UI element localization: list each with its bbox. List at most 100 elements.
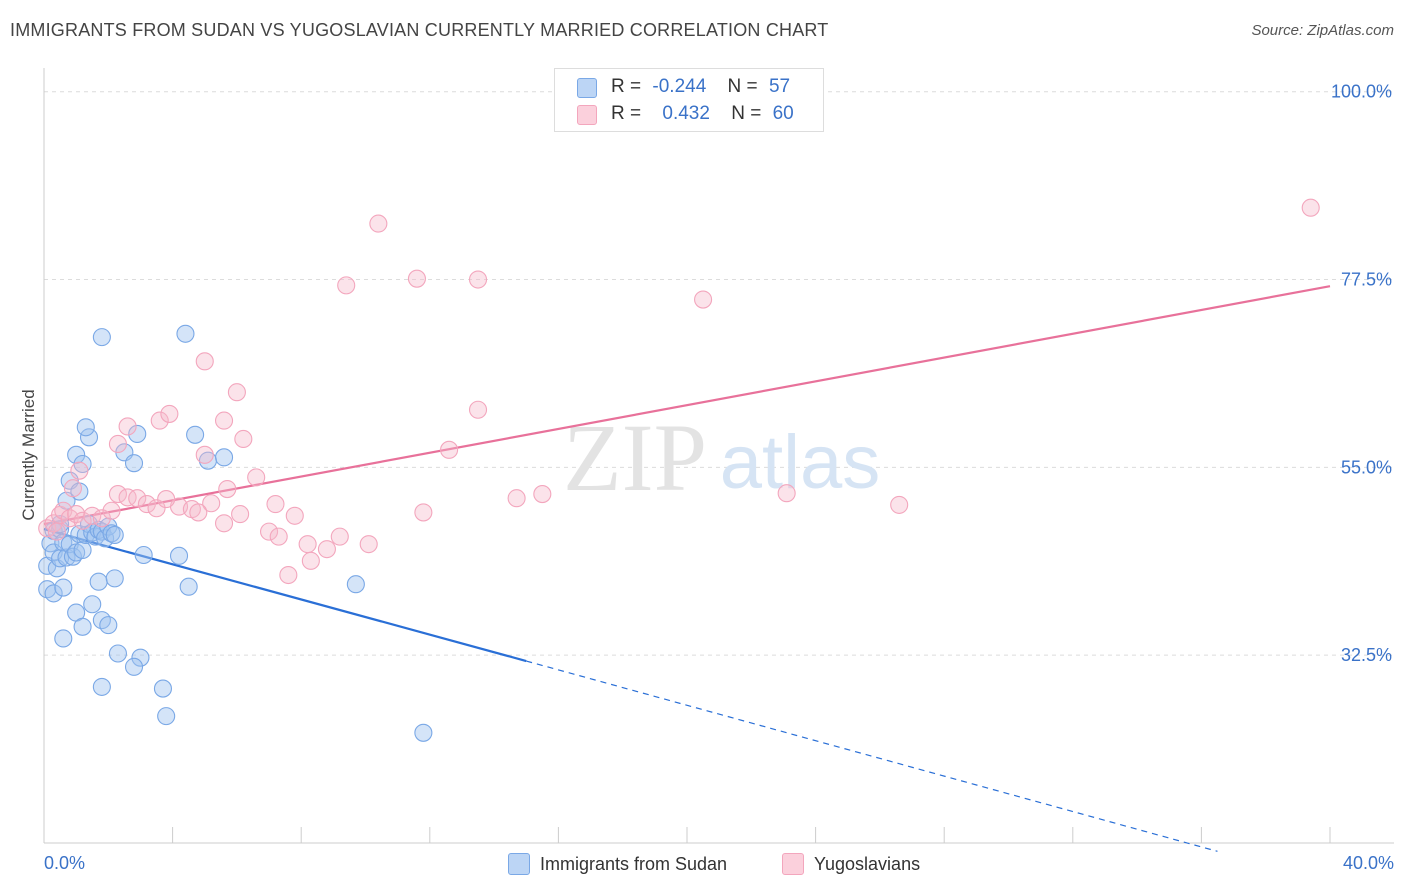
data-point-yugoslavian xyxy=(337,276,356,295)
data-point-yugoslavian xyxy=(70,461,89,480)
data-point-yugoslavian xyxy=(369,214,388,233)
data-point-yugoslavian xyxy=(214,514,234,533)
trend-line-0 xyxy=(43,528,527,663)
data-point-sudan xyxy=(134,545,153,565)
y-tick-label: 77.5% xyxy=(1341,270,1392,290)
data-point-yugoslavian xyxy=(218,480,237,499)
trend-line-extension-0 xyxy=(526,660,1218,852)
data-point-sudan xyxy=(99,616,118,635)
data-point-sudan xyxy=(54,533,73,552)
data-point-sudan xyxy=(92,677,111,696)
r-label: R = xyxy=(611,76,642,97)
correlation-legend: R = -0.244 N = 57 R = 0.432 N = 60 xyxy=(554,68,824,132)
data-point-sudan xyxy=(108,644,127,663)
y-axis-title: Currently Married xyxy=(19,389,38,520)
data-point-yugoslavian xyxy=(407,269,426,288)
data-point-sudan xyxy=(83,595,102,614)
data-point-yugoslavian xyxy=(330,527,349,546)
x-tick-label-min: 0.0% xyxy=(44,853,85,873)
data-point-yugoslavian xyxy=(195,352,214,371)
data-point-yugoslavian xyxy=(137,495,156,514)
data-point-sudan xyxy=(214,448,234,467)
series-legend: Immigrants from Sudan Yugoslavians xyxy=(0,852,1406,876)
watermark-atlas: atlas xyxy=(720,420,881,505)
data-point-yugoslavian xyxy=(266,495,285,514)
r-value-sudan: -0.244 xyxy=(652,76,707,97)
data-point-yugoslavian xyxy=(128,489,147,508)
data-point-sudan xyxy=(79,428,99,447)
data-point-yugoslavian xyxy=(234,429,253,449)
data-point-yugoslavian xyxy=(202,494,221,513)
data-point-yugoslavian xyxy=(259,522,279,541)
data-point-sudan xyxy=(73,617,92,636)
data-point-sudan xyxy=(105,525,124,545)
data-point-yugoslavian xyxy=(227,383,246,402)
legend-swatch-yugoslavians xyxy=(577,105,597,125)
r-value-yugoslavians: 0.432 xyxy=(662,103,710,124)
data-point-sudan xyxy=(414,723,433,742)
legend-swatch-sudan xyxy=(577,78,597,98)
y-tick-label: 32.5% xyxy=(1341,645,1392,665)
data-point-yugoslavian xyxy=(118,488,137,507)
data-point-yugoslavian xyxy=(147,499,166,518)
data-point-yugoslavian xyxy=(279,565,298,585)
data-point-yugoslavian xyxy=(67,505,86,524)
data-point-yugoslavian xyxy=(507,489,526,508)
data-point-yugoslavian xyxy=(298,535,317,554)
data-point-yugoslavian xyxy=(108,485,127,504)
data-point-yugoslavian xyxy=(533,485,552,504)
n-value-yugoslavians: 60 xyxy=(772,103,794,124)
data-point-sudan xyxy=(89,572,108,591)
data-point-yugoslavian xyxy=(214,411,234,430)
data-point-yugoslavian xyxy=(468,270,488,289)
data-point-sudan xyxy=(57,548,76,567)
data-point-sudan xyxy=(186,425,205,444)
y-tick-labels: 100.0% 77.5% 55.0% 32.5% xyxy=(1331,82,1392,665)
data-point-yugoslavian xyxy=(440,440,459,459)
data-point-yugoslavian xyxy=(47,522,66,541)
data-point-sudan xyxy=(124,454,144,473)
data-point-sudan xyxy=(54,578,73,597)
trend-line-1 xyxy=(43,285,1331,526)
y-tick-label: 55.0% xyxy=(1341,457,1392,477)
n-value-sudan: 57 xyxy=(768,76,791,97)
legend-swatch-yugoslavians xyxy=(782,853,804,875)
data-point-sudan xyxy=(105,569,124,588)
data-point-sudan xyxy=(92,328,111,347)
data-point-yugoslavian xyxy=(92,509,111,528)
data-point-sudan xyxy=(153,679,173,698)
legend-label-yugoslavians: Yugoslavians xyxy=(814,854,921,874)
data-point-sudan xyxy=(179,577,198,596)
data-point-yugoslavian xyxy=(189,503,208,522)
data-point-yugoslavian xyxy=(777,484,796,503)
data-point-yugoslavian xyxy=(63,479,82,498)
data-point-sudan xyxy=(73,540,92,560)
data-point-sudan xyxy=(176,324,195,343)
data-point-yugoslavian xyxy=(195,445,214,464)
data-point-yugoslavian xyxy=(694,290,713,309)
data-point-yugoslavian xyxy=(73,511,92,530)
gridlines xyxy=(44,91,1394,656)
trend-lines xyxy=(43,285,1331,852)
data-point-sudan xyxy=(169,546,189,565)
n-label: N = xyxy=(731,103,762,124)
x-tick-label-max: 40.0% xyxy=(1343,853,1394,873)
chart-title: IMMIGRANTS FROM SUDAN VS YUGOSLAVIAN CUR… xyxy=(10,20,829,40)
data-point-sudan xyxy=(76,418,95,437)
axes xyxy=(43,68,1394,844)
data-point-sudan xyxy=(124,657,144,676)
data-point-yugoslavian xyxy=(285,506,304,525)
data-point-yugoslavian xyxy=(269,527,288,546)
data-point-yugoslavian xyxy=(890,495,909,514)
data-point-yugoslavian xyxy=(414,503,433,522)
legend-row-sudan: R = -0.244 N = 57 xyxy=(555,73,823,101)
source-label: Source: ZipAtlas.com xyxy=(1251,22,1394,39)
legend-swatch-sudan xyxy=(508,853,530,875)
data-point-sudan xyxy=(44,584,63,603)
data-points xyxy=(38,96,1320,742)
data-point-yugoslavian xyxy=(468,400,488,419)
y-tick-label: 100.0% xyxy=(1331,82,1392,102)
r-label: R = xyxy=(611,103,642,124)
watermark-zip: ZIP xyxy=(563,404,707,511)
